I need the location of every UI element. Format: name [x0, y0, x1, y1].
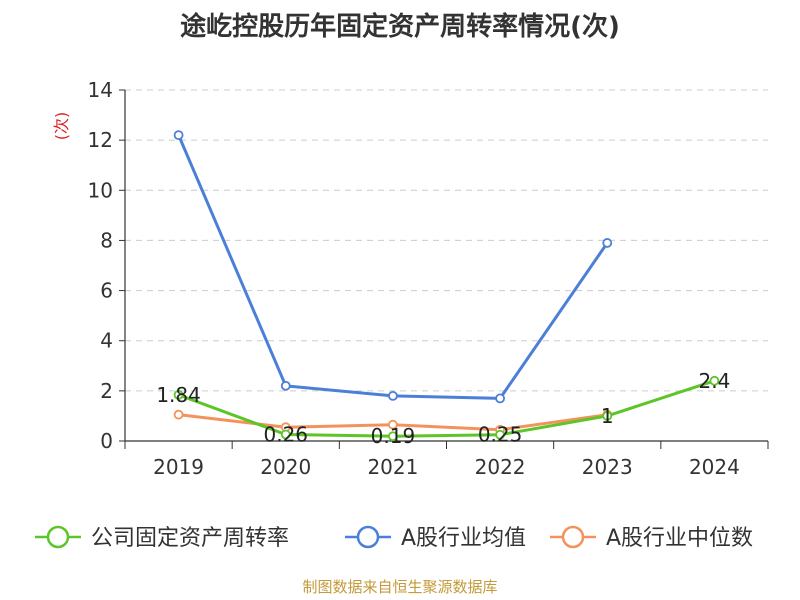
data-label: 2.4	[699, 369, 731, 393]
data-point	[495, 393, 505, 404]
axes: 0 2 4 6 8 10 12 14 2019 2020 2021 2022 2023 2024 (次)	[52, 78, 769, 479]
data-label: 0.26	[263, 422, 308, 446]
data-point	[173, 130, 184, 141]
series-lines	[173, 130, 720, 442]
data-labels: 1.84 0.26 0.19 0.25 1 2.4	[156, 369, 730, 448]
data-label: 1	[601, 404, 614, 428]
y-tick-label: 12	[88, 128, 113, 152]
legend-label: A股行业均值	[401, 526, 526, 551]
data-point	[388, 390, 398, 401]
data-point	[280, 429, 291, 440]
chart-title: 途屹控股历年固定资产周转率情况(次)	[180, 12, 620, 42]
data-label: 0.19	[371, 424, 416, 448]
data-point	[388, 419, 398, 430]
x-tick-label: 2020	[260, 455, 311, 479]
data-point	[280, 380, 291, 391]
y-tick-label: 14	[88, 78, 113, 102]
y-tick-label: 10	[88, 178, 113, 202]
data-label: 1.84	[156, 383, 201, 407]
data-point	[495, 429, 505, 440]
y-tick-label: 2	[100, 379, 113, 403]
x-tick-label: 2023	[582, 455, 633, 479]
data-point	[709, 375, 720, 386]
legend-label: 公司固定资产周转率	[91, 526, 289, 551]
y-tick-label: 4	[100, 329, 113, 353]
series-line	[177, 134, 609, 400]
source-footer: 制图数据来自恒生聚源数据库	[302, 578, 498, 596]
legend-marker	[356, 525, 380, 549]
data-point	[602, 411, 613, 421]
y-axis-label: (次)	[52, 112, 71, 141]
y-tick-label: 6	[100, 279, 113, 303]
legend-marker	[46, 525, 70, 549]
legend: 公司固定资产周转率 A股行业均值 A股行业中位数	[35, 525, 753, 551]
data-point	[602, 238, 613, 248]
data-label: 0.25	[478, 423, 523, 447]
x-tick-label: 2021	[367, 455, 418, 479]
y-tick-label: 8	[100, 228, 113, 252]
legend-marker	[561, 525, 585, 549]
data-point	[388, 431, 398, 442]
x-tick-label: 2024	[689, 455, 740, 479]
x-tick-label: 2022	[475, 455, 526, 479]
data-point	[173, 409, 184, 420]
x-tick-label: 2019	[153, 455, 204, 479]
grid-lines	[125, 89, 768, 392]
data-point	[173, 389, 184, 400]
series-line	[178, 379, 715, 438]
legend-label: A股行业中位数	[606, 526, 753, 551]
y-tick-label: 0	[100, 429, 113, 453]
